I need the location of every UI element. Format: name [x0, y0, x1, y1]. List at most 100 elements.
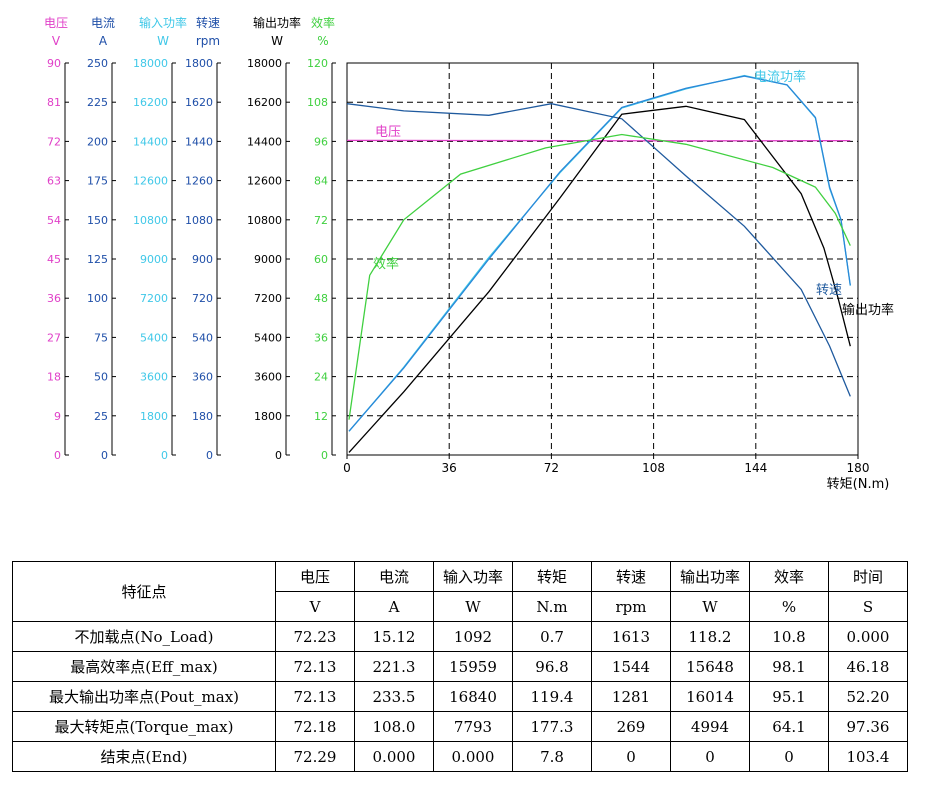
axis-tick-label: 540	[192, 331, 213, 344]
axis-unit: W	[271, 34, 283, 48]
table-cell: 0	[749, 741, 829, 772]
table-cell: 72.13	[275, 651, 355, 682]
axis-tick-label: 7200	[254, 292, 282, 305]
table-cell: 16014	[670, 681, 750, 712]
axis-tick-label: 36	[314, 331, 328, 344]
axis-tick-label: 3600	[254, 371, 282, 384]
header-cell: 输出功率	[670, 561, 750, 592]
axis-tick-label: 108	[307, 96, 328, 109]
axis-tick-label: 18	[47, 371, 61, 384]
axis-tick-label: 14400	[247, 135, 282, 148]
table-cell: 72.13	[275, 681, 355, 712]
axis-title: 转速	[196, 15, 220, 30]
row-label: 最高效率点(Eff_max)	[12, 651, 276, 682]
axis-tick-label: 9000	[140, 253, 168, 266]
axis-tick-label: 0	[321, 449, 328, 462]
axis-tick-label: 175	[87, 175, 108, 188]
table-cell: 0	[591, 741, 671, 772]
axis-tick-label: 27	[47, 331, 61, 344]
table-header-row: 特征点 电压 电流 输入功率 转矩 转速 输出功率 效率 时间	[12, 561, 908, 622]
table-row: 最高效率点(Eff_max) 72.13 221.3 15959 96.8 1544 156…	[12, 651, 908, 682]
series-label: 效率	[373, 256, 399, 272]
x-tick-label: 36	[442, 461, 457, 475]
unit-cell: %	[749, 591, 829, 622]
axis-tick-label: 54	[47, 214, 61, 227]
table-cell: 269	[591, 711, 671, 742]
axis-tick-label: 10800	[133, 214, 168, 227]
series-label: 输出功率	[842, 302, 894, 318]
table-cell: 119.4	[512, 681, 592, 712]
header-cell: 电压	[275, 561, 355, 592]
table-cell: 1613	[591, 621, 671, 652]
axis-tick-label: 200	[87, 135, 108, 148]
x-tick-label: 144	[744, 461, 767, 475]
table-cell: 118.2	[670, 621, 750, 652]
table-cell: 0.000	[828, 621, 908, 652]
series-label: 电压	[375, 125, 401, 140]
table-cell: 177.3	[512, 711, 592, 742]
table-cell: 1092	[433, 621, 513, 652]
table-cell: 72.23	[275, 621, 355, 652]
series-label: 电流功率	[754, 69, 806, 85]
axis-tick-label: 100	[87, 292, 108, 305]
row-label: 结束点(End)	[12, 741, 276, 772]
series-line	[348, 75, 851, 432]
table-cell: 0.7	[512, 621, 592, 652]
table-cell: 72.29	[275, 741, 355, 772]
axis-tick-label: 16200	[133, 96, 168, 109]
axis-title: 电流	[91, 16, 115, 30]
axis-tick-label: 60	[314, 253, 328, 266]
axis-tick-label: 36	[47, 292, 61, 305]
axis-title: 电压	[44, 16, 68, 30]
header-cell: 输入功率	[433, 561, 513, 592]
x-axis: 0 36 72 108 144 180 转矩(N.m)	[343, 455, 889, 492]
x-tick-label: 0	[343, 461, 351, 475]
axis-tick-label: 0	[101, 449, 108, 462]
axis-tick-label: 72	[314, 214, 328, 227]
axis-tick-label: 180	[192, 410, 213, 423]
axis-tick-label: 63	[47, 175, 61, 188]
axis-tick-label: 0	[275, 449, 282, 462]
axis-tick-label: 18000	[133, 57, 168, 70]
axis-tick-label: 72	[47, 135, 61, 148]
axis-tick-label: 84	[314, 175, 328, 188]
axis-tick-label: 120	[307, 57, 328, 70]
axis-tick-label: 12	[314, 410, 328, 423]
axis-tick-label: 9	[54, 410, 61, 423]
unit-cell: W	[670, 591, 750, 622]
table-cell: 1281	[591, 681, 671, 712]
table-cell: 4994	[670, 711, 750, 742]
unit-cell: V	[275, 591, 355, 622]
header-cell: 电流	[354, 561, 434, 592]
axis-tick-label: 25	[94, 410, 108, 423]
table-row: 结束点(End) 72.29 0.000 0.000 7.8 0 0 0 103.4	[12, 741, 908, 772]
axis-tick-label: 5400	[140, 331, 168, 344]
table-cell: 98.1	[749, 651, 829, 682]
table-cell: 16840	[433, 681, 513, 712]
table-cell: 15.12	[354, 621, 434, 652]
x-axis-label: 转矩(N.m)	[827, 477, 890, 492]
header-cell: 转矩	[512, 561, 592, 592]
row-label: 最大输出功率点(Pout_max)	[12, 681, 276, 712]
table-unit-row: V A W N.m rpm W % S	[13, 591, 908, 622]
series-line	[348, 74, 851, 432]
axis-tick-label: 48	[314, 292, 328, 305]
table-cell: 7.8	[512, 741, 592, 772]
axis-tick-label: 360	[192, 371, 213, 384]
table-row: 最大输出功率点(Pout_max) 72.13 233.5 16840 119.4 128…	[12, 681, 908, 712]
y-axes: 电压V90817263544536271890电流A25022520017515…	[44, 15, 336, 462]
axis-tick-label: 0	[206, 449, 213, 462]
axis-tick-label: 250	[87, 57, 108, 70]
header-cell: 效率	[749, 561, 829, 592]
row-label: 最大转矩点(Torque_max)	[12, 711, 276, 742]
table-cell: 103.4	[828, 741, 908, 772]
table-cell: 0.000	[433, 741, 513, 772]
axis-unit: W	[157, 34, 169, 48]
axis-tick-label: 12600	[133, 175, 168, 188]
axis-tick-label: 1260	[185, 175, 213, 188]
table-cell: 15648	[670, 651, 750, 682]
axis-tick-label: 0	[54, 449, 61, 462]
axis-tick-label: 10800	[247, 214, 282, 227]
unit-cell: N.m	[512, 591, 592, 622]
